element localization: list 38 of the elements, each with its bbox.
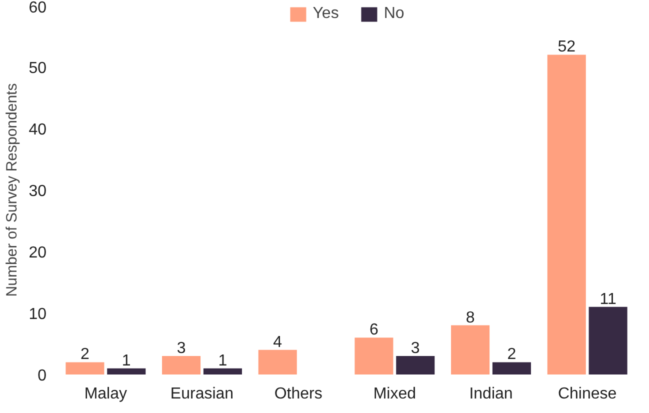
bar (354, 338, 394, 374)
data-label: 8 (466, 309, 475, 326)
x-tick-label: Others (274, 386, 322, 402)
data-label: 2 (507, 346, 516, 364)
x-tick-label: Eurasian (170, 386, 234, 402)
legend-label: Yes (312, 5, 339, 23)
y-tick-label: 50 (28, 60, 47, 77)
data-label: 2 (80, 346, 90, 364)
bar (588, 306, 628, 374)
data-label: 3 (410, 340, 420, 358)
data-label: 1 (122, 352, 131, 370)
legend-label: No (384, 5, 404, 23)
y-tick-label: 0 (38, 368, 47, 384)
y-tick-label: 10 (28, 306, 47, 323)
data-label: 11 (600, 290, 616, 308)
data-label: 4 (273, 334, 282, 351)
y-tick-label: 40 (28, 122, 47, 138)
data-label: 1 (218, 352, 228, 370)
bar (203, 368, 242, 374)
y-axis-title: Number of Survey Respondents (4, 83, 21, 297)
x-tick-label: Malay (84, 386, 128, 402)
x-tick-label: Indian (469, 386, 513, 402)
bar (162, 356, 201, 374)
data-label: 6 (370, 322, 379, 339)
bar (66, 362, 104, 374)
data-label: 3 (176, 340, 186, 358)
x-tick-label: Mixed (373, 386, 416, 402)
x-tick-label: Chinese (558, 386, 617, 402)
y-tick-label: 20 (28, 244, 47, 262)
y-tick-label: 30 (28, 183, 47, 200)
bar (451, 325, 490, 374)
bar (258, 350, 297, 374)
bar (396, 356, 435, 374)
bar (492, 362, 531, 374)
data-label: 52 (558, 38, 576, 56)
bar (107, 368, 146, 374)
y-tick-label: 60 (28, 0, 47, 16)
bar (547, 54, 586, 374)
